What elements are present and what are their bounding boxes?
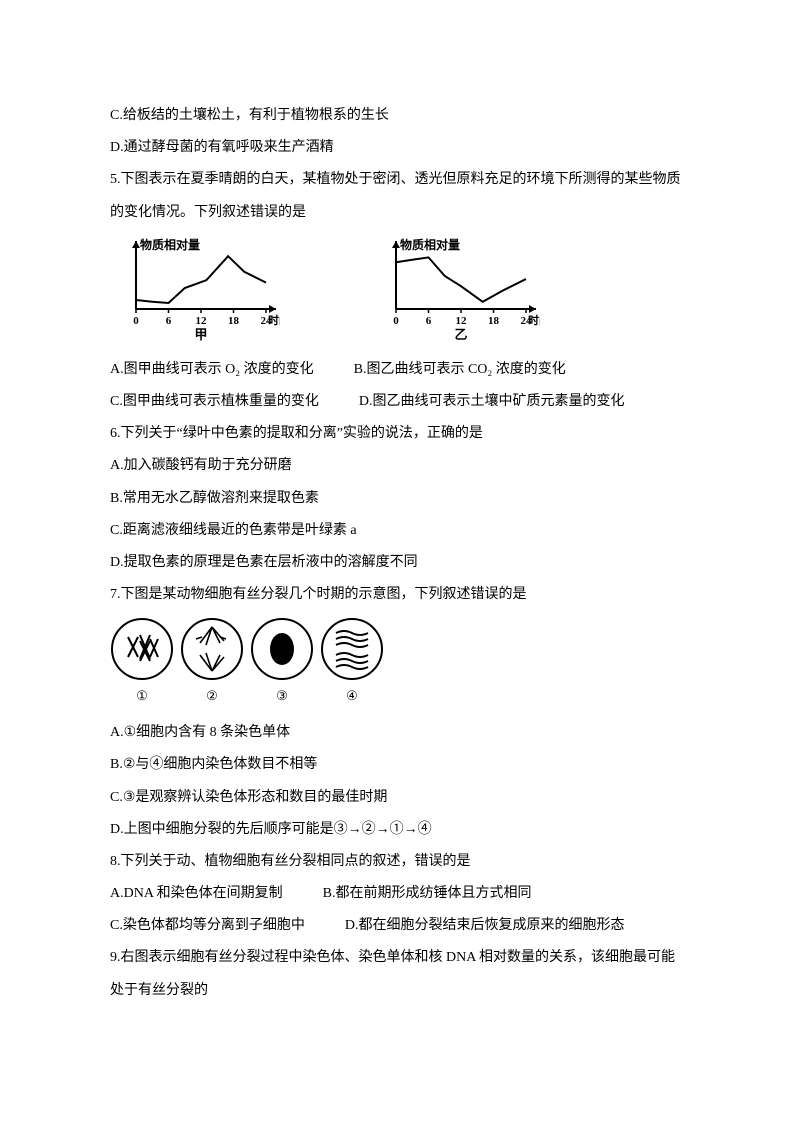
q7-opt-c: C.③是观察辨认染色体形态和数目的最佳时期 — [110, 782, 684, 814]
svg-text:18: 18 — [228, 315, 240, 327]
cell-label-4: ④ — [320, 681, 384, 711]
q5-opts-ab: A.图甲曲线可表示 O₂ 浓度的变化 B.图乙曲线可表示 CO₂ 浓度的变化 — [110, 354, 684, 386]
q7-cells: ① ② ③ — [110, 617, 684, 711]
q5-opt-c: C.图甲曲线可表示植株重量的变化 — [110, 386, 319, 418]
q7-opt-d: D.上图中细胞分裂的先后顺序可能是③→②→①→④ — [110, 814, 684, 846]
svg-text:物质相对量: 物质相对量 — [140, 237, 200, 252]
page: C.给板结的土壤松土，有利于植物根系的生长 D.通过酵母菌的有氧呼吸来生产酒精 … — [0, 0, 794, 1123]
q6-stem: 6.下列关于“绿叶中色素的提取和分离”实验的说法，正确的是 — [110, 418, 684, 450]
q5-stem-1: 5.下图表示在夏季晴朗的白天，某植物处于密闭、透光但原料充足的环境下所测得的某些… — [110, 164, 684, 196]
q5-opt-a: A.图甲曲线可表示 O₂ 浓度的变化 — [110, 354, 314, 386]
cell-1: ① — [110, 617, 174, 711]
svg-text:乙: 乙 — [454, 327, 467, 342]
q4-opt-c: C.给板结的土壤松土，有利于植物根系的生长 — [110, 100, 684, 132]
cell-label-2: ② — [180, 681, 244, 711]
svg-text:甲: 甲 — [194, 327, 207, 342]
q6-opt-d: D.提取色素的原理是色素在层析液中的溶解度不同 — [110, 547, 684, 579]
svg-text:18: 18 — [488, 315, 500, 327]
q5-charts: 物质相对量 06121824 时间(h) 甲 物质相对量 06121824 时间… — [110, 235, 684, 348]
q8-stem: 8.下列关于动、植物细胞有丝分裂相同点的叙述，错误的是 — [110, 846, 684, 878]
q7-stem: 7.下图是某动物细胞有丝分裂几个时期的示意图，下列叙述错误的是 — [110, 579, 684, 611]
svg-text:0: 0 — [133, 315, 139, 327]
q4-opt-d: D.通过酵母菌的有氧呼吸来生产酒精 — [110, 132, 684, 164]
q8-opts-cd: C.染色体都均等分离到子细胞中 D.都在细胞分裂结束后恢复成原来的细胞形态 — [110, 910, 684, 942]
svg-text:时间(h): 时间(h) — [268, 313, 280, 327]
q6-opt-b: B.常用无水乙醇做溶剂来提取色素 — [110, 483, 684, 515]
cell-label-1: ① — [110, 681, 174, 711]
q7-opt-b: B.②与④细胞内染色体数目不相等 — [110, 749, 684, 781]
q8-opt-d: D.都在细胞分裂结束后恢复成原来的细胞形态 — [345, 910, 625, 942]
q5-opt-d: D.图乙曲线可表示土壤中矿质元素量的变化 — [359, 386, 625, 418]
q9-stem-1: 9.右图表示细胞有丝分裂过程中染色体、染色单体和核 DNA 相对数量的关系，该细… — [110, 942, 684, 974]
q6-opt-a: A.加入碳酸钙有助于充分研磨 — [110, 450, 684, 482]
q6-opt-c: C.距离滤液细线最近的色素带是叶绿素 a — [110, 515, 684, 547]
q5-opt-b: B.图乙曲线可表示 CO₂ 浓度的变化 — [354, 354, 566, 386]
svg-text:0: 0 — [393, 315, 399, 327]
svg-text:6: 6 — [166, 315, 172, 327]
q5-chart-yi: 物质相对量 06121824 时间(h) 乙 — [370, 235, 540, 348]
q7-opt-a: A.①细胞内含有 8 条染色单体 — [110, 717, 684, 749]
q5-stem-2: 的变化情况。下列叙述错误的是 — [110, 197, 684, 229]
cell-2: ② — [180, 617, 244, 711]
svg-text:12: 12 — [456, 315, 468, 327]
q8-opt-b: B.都在前期形成纺锤体且方式相同 — [323, 878, 532, 910]
cell-4: ④ — [320, 617, 384, 711]
svg-text:12: 12 — [196, 315, 208, 327]
svg-text:时间(h): 时间(h) — [528, 313, 540, 327]
svg-text:6: 6 — [426, 315, 432, 327]
q8-opt-c: C.染色体都均等分离到子细胞中 — [110, 910, 305, 942]
q9-stem-2: 处于有丝分裂的 — [110, 975, 684, 1007]
q5-opts-cd: C.图甲曲线可表示植株重量的变化 D.图乙曲线可表示土壤中矿质元素量的变化 — [110, 386, 684, 418]
q8-opt-a: A.DNA 和染色体在间期复制 — [110, 878, 283, 910]
cell-label-3: ③ — [250, 681, 314, 711]
q8-opts-ab: A.DNA 和染色体在间期复制 B.都在前期形成纺锤体且方式相同 — [110, 878, 684, 910]
cell-3: ③ — [250, 617, 314, 711]
svg-text:物质相对量: 物质相对量 — [400, 237, 460, 252]
q5-chart-jia: 物质相对量 06121824 时间(h) 甲 — [110, 235, 280, 348]
